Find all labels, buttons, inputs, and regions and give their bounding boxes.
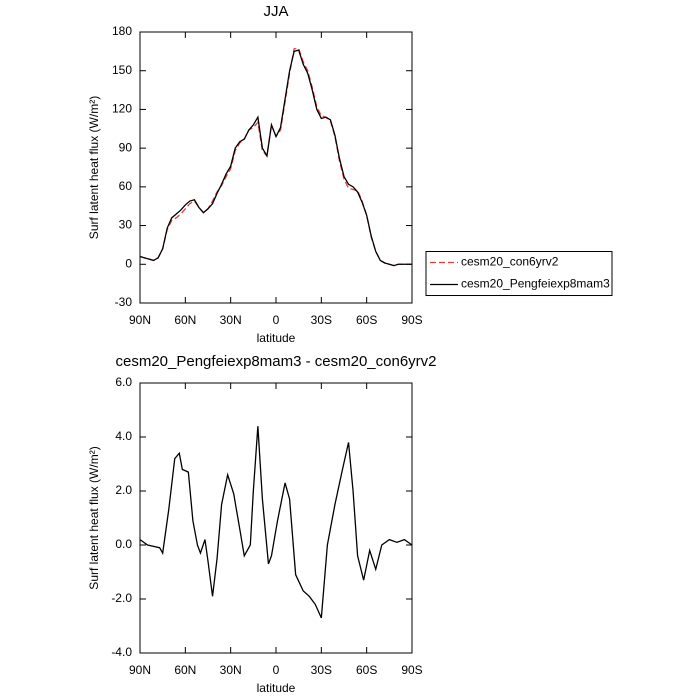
plot-frame — [139, 382, 413, 654]
y-tick-label: 120 — [112, 102, 132, 116]
legend-label: cesm20_con6yrv2 — [461, 255, 559, 269]
data-line — [139, 49, 412, 267]
legend-label: cesm20_Pengfeiexp8mam3 — [461, 277, 610, 291]
y-tick-label: -30 — [115, 295, 133, 309]
x-axis-label: latitude — [257, 681, 296, 695]
plot-frame — [139, 31, 413, 304]
data-line — [139, 426, 413, 619]
x-tick-label: 60S — [356, 313, 377, 327]
x-tick-label: 90N — [129, 313, 151, 327]
y-tick-label: -4.0 — [111, 645, 132, 659]
x-tick-label: 90S — [401, 313, 422, 327]
x-tick-label: 60S — [356, 663, 377, 677]
x-tick-label: 90N — [129, 663, 151, 677]
y-tick-label: 0.0 — [115, 537, 132, 551]
legend-frame — [425, 251, 613, 297]
x-axis-label: latitude — [257, 331, 296, 345]
y-tick-label: -2.0 — [111, 591, 132, 605]
x-tick-label: 60N — [174, 313, 196, 327]
y-tick-label: 60 — [119, 179, 133, 193]
x-tick-label: 0 — [273, 663, 280, 677]
x-tick-label: 30S — [311, 313, 332, 327]
y-tick-label: 90 — [119, 140, 133, 154]
y-axis-label: Surf latent heat flux (W/m²) — [87, 446, 101, 589]
y-tick-label: 2.0 — [115, 483, 132, 497]
x-tick-label: 30S — [311, 663, 332, 677]
y-tick-label: 0 — [125, 256, 132, 270]
x-tick-label: 30N — [220, 663, 242, 677]
chart-title: JJA — [263, 3, 288, 20]
chart-title: cesm20_Pengfeiexp8mam3 - cesm20_con6yrv2 — [116, 353, 437, 370]
y-tick-label: 6.0 — [115, 375, 132, 389]
x-tick-label: 30N — [220, 313, 242, 327]
x-tick-label: 0 — [273, 313, 280, 327]
y-axis-label: Surf latent heat flux (W/m²) — [87, 96, 101, 239]
y-tick-label: 180 — [112, 24, 132, 38]
y-tick-label: 150 — [112, 63, 132, 77]
x-tick-label: 90S — [401, 663, 422, 677]
x-tick-label: 60N — [174, 663, 196, 677]
y-tick-label: 30 — [119, 218, 133, 232]
y-tick-label: 4.0 — [115, 429, 132, 443]
